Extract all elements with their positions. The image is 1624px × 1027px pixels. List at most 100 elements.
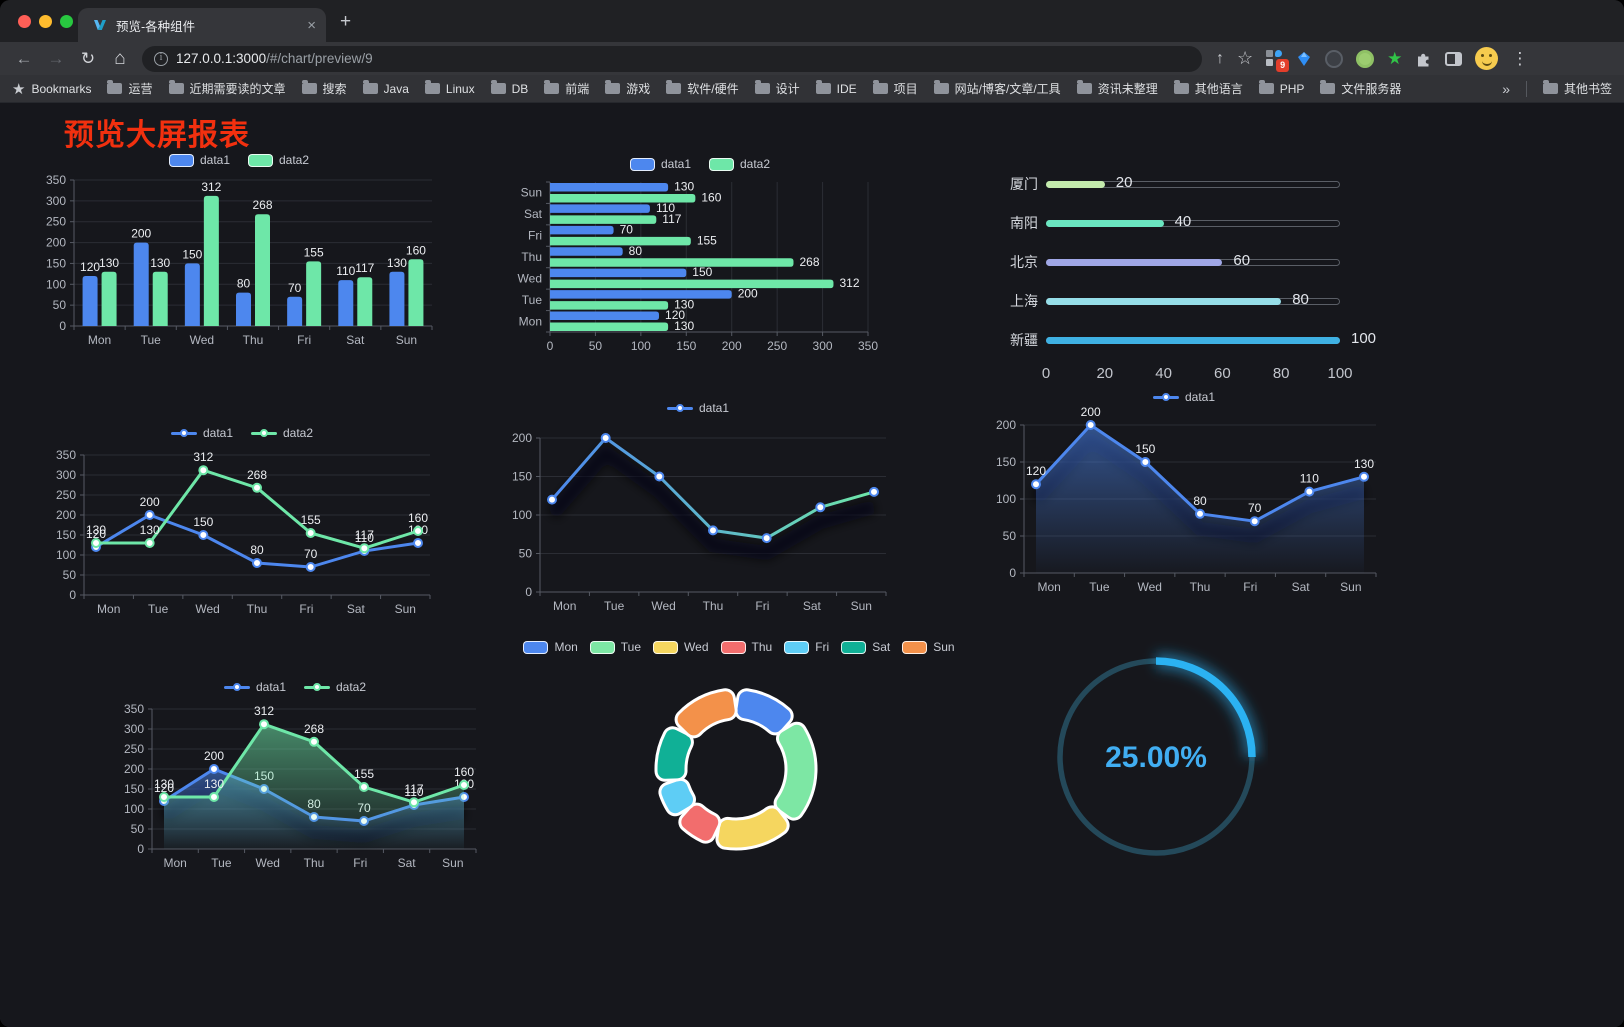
legend-item[interactable]: Wed: [653, 640, 709, 654]
hbar-data2[interactable]: [550, 301, 669, 310]
data-point[interactable]: [1304, 486, 1315, 497]
legend-item[interactable]: data2: [304, 680, 366, 694]
legend-item[interactable]: data2: [251, 426, 313, 440]
bar-data2[interactable]: [408, 259, 424, 326]
url-text[interactable]: 127.0.0.1:3000/#/chart/preview/9: [176, 51, 373, 66]
share-icon[interactable]: ↑: [1216, 49, 1224, 67]
bookmark-folder[interactable]: IDE: [815, 80, 857, 96]
data-point[interactable]: [198, 530, 209, 540]
bookmark-folder[interactable]: 前端: [544, 80, 589, 97]
legend-item[interactable]: data1: [168, 153, 230, 167]
bookmarks-overflow-icon[interactable]: »: [1502, 80, 1510, 97]
bar-data1[interactable]: [389, 271, 405, 326]
minimize-window-button[interactable]: [39, 15, 52, 28]
data-point[interactable]: [209, 792, 219, 802]
data-point[interactable]: [761, 533, 772, 544]
data-point[interactable]: [654, 471, 665, 482]
data-point[interactable]: [209, 764, 219, 774]
extension-green-star-icon[interactable]: ★: [1387, 49, 1403, 68]
hbar-data1[interactable]: [550, 290, 732, 299]
extension-gem-icon[interactable]: [1296, 51, 1312, 67]
data-point[interactable]: [159, 792, 169, 802]
data-point[interactable]: [600, 433, 611, 443]
data-point[interactable]: [252, 558, 262, 568]
bar-data2[interactable]: [203, 195, 219, 326]
data-point[interactable]: [359, 543, 370, 554]
data-point[interactable]: [1249, 516, 1260, 527]
bookmark-folder[interactable]: 近期需要读的文章: [168, 80, 286, 97]
data-point[interactable]: [869, 486, 879, 497]
browser-tab[interactable]: 预览-各种组件 ×: [78, 8, 326, 42]
back-icon[interactable]: ←: [15, 48, 33, 68]
legend-item[interactable]: data2: [709, 157, 770, 171]
data-point[interactable]: [144, 538, 155, 548]
donut-slice-Fri[interactable]: [661, 780, 694, 814]
donut-slice-Mon[interactable]: [737, 691, 791, 733]
bookmark-folder[interactable]: PHP: [1258, 80, 1304, 96]
bookmark-folder[interactable]: 运营: [107, 80, 153, 97]
extension-green-circle-icon[interactable]: [1356, 49, 1375, 68]
bar-data1[interactable]: [287, 296, 303, 326]
profile-avatar[interactable]: [1475, 47, 1499, 70]
legend-item[interactable]: data1: [1152, 390, 1215, 404]
data-point[interactable]: [198, 465, 209, 476]
home-icon[interactable]: ⌂: [114, 47, 126, 69]
new-tab-button[interactable]: +: [340, 11, 352, 32]
hbar-data2[interactable]: [550, 215, 657, 224]
bookmark-folder[interactable]: Java: [362, 80, 409, 96]
bar-data2[interactable]: [152, 271, 168, 326]
hbar-data1[interactable]: [550, 182, 669, 192]
extension-grid-icon[interactable]: 9: [1266, 50, 1290, 72]
donut-slice-Sun[interactable]: [677, 691, 735, 736]
bookmark-folder[interactable]: DB: [490, 80, 528, 96]
legend-item[interactable]: data1: [666, 401, 729, 415]
data-point[interactable]: [459, 780, 469, 790]
legend-item[interactable]: Thu: [720, 640, 772, 654]
bookmark-folder[interactable]: Linux: [424, 80, 475, 96]
close-window-button[interactable]: [18, 15, 31, 28]
bookmark-folder[interactable]: 项目: [872, 80, 918, 97]
bookmark-folder[interactable]: 文件服务器: [1320, 80, 1401, 97]
hbar-data1[interactable]: [550, 311, 660, 321]
bar-data2[interactable]: [306, 261, 322, 326]
menu-icon[interactable]: ⋮: [1511, 48, 1529, 68]
window-controls[interactable]: [18, 15, 73, 28]
data-point[interactable]: [1031, 479, 1041, 490]
hbar-data2[interactable]: [550, 322, 669, 332]
legend-item[interactable]: Sat: [841, 640, 890, 654]
legend-item[interactable]: data1: [223, 680, 286, 694]
bar-data1[interactable]: [338, 280, 354, 326]
data-point[interactable]: [547, 494, 557, 505]
bookmark-folder[interactable]: 设计: [754, 80, 800, 97]
address-bar[interactable]: 127.0.0.1:3000/#/chart/preview/9: [142, 45, 1202, 72]
maximize-window-button[interactable]: [60, 15, 73, 28]
legend-item[interactable]: Mon: [523, 640, 578, 654]
hbar-data1[interactable]: [550, 204, 650, 213]
hbar-data1[interactable]: [550, 247, 623, 256]
data-point[interactable]: [1140, 457, 1151, 467]
data-point[interactable]: [309, 736, 319, 747]
data-point[interactable]: [708, 525, 718, 536]
legend-item[interactable]: Tue: [589, 640, 641, 654]
extensions-puzzle-icon[interactable]: [1415, 50, 1432, 67]
bookmark-folder[interactable]: 其他语言: [1173, 80, 1243, 97]
data-point[interactable]: [413, 538, 423, 548]
legend-item[interactable]: Sun: [902, 640, 955, 654]
legend-item[interactable]: Fri: [784, 640, 829, 654]
reload-icon[interactable]: ↻: [80, 48, 96, 68]
legend-item[interactable]: data1: [170, 426, 233, 440]
legend-item[interactable]: data1: [629, 157, 691, 171]
bookmark-folder[interactable]: 软件/硬件: [666, 80, 739, 97]
bar-data1[interactable]: [184, 263, 200, 326]
bookmarks-manager[interactable]: ★ Bookmarks: [12, 80, 91, 98]
bookmark-folder[interactable]: 网站/博客/文章/工具: [933, 80, 1061, 97]
hbar-data2[interactable]: [550, 279, 834, 289]
donut-slice-Tue[interactable]: [776, 724, 815, 818]
data-point[interactable]: [815, 502, 826, 513]
other-bookmarks-folder[interactable]: 其他书签: [1542, 80, 1612, 97]
data-point[interactable]: [1195, 508, 1205, 519]
data-point[interactable]: [1359, 471, 1369, 482]
bar-data1[interactable]: [133, 242, 149, 326]
site-info-icon[interactable]: [154, 51, 168, 66]
bar-data2[interactable]: [357, 277, 373, 326]
